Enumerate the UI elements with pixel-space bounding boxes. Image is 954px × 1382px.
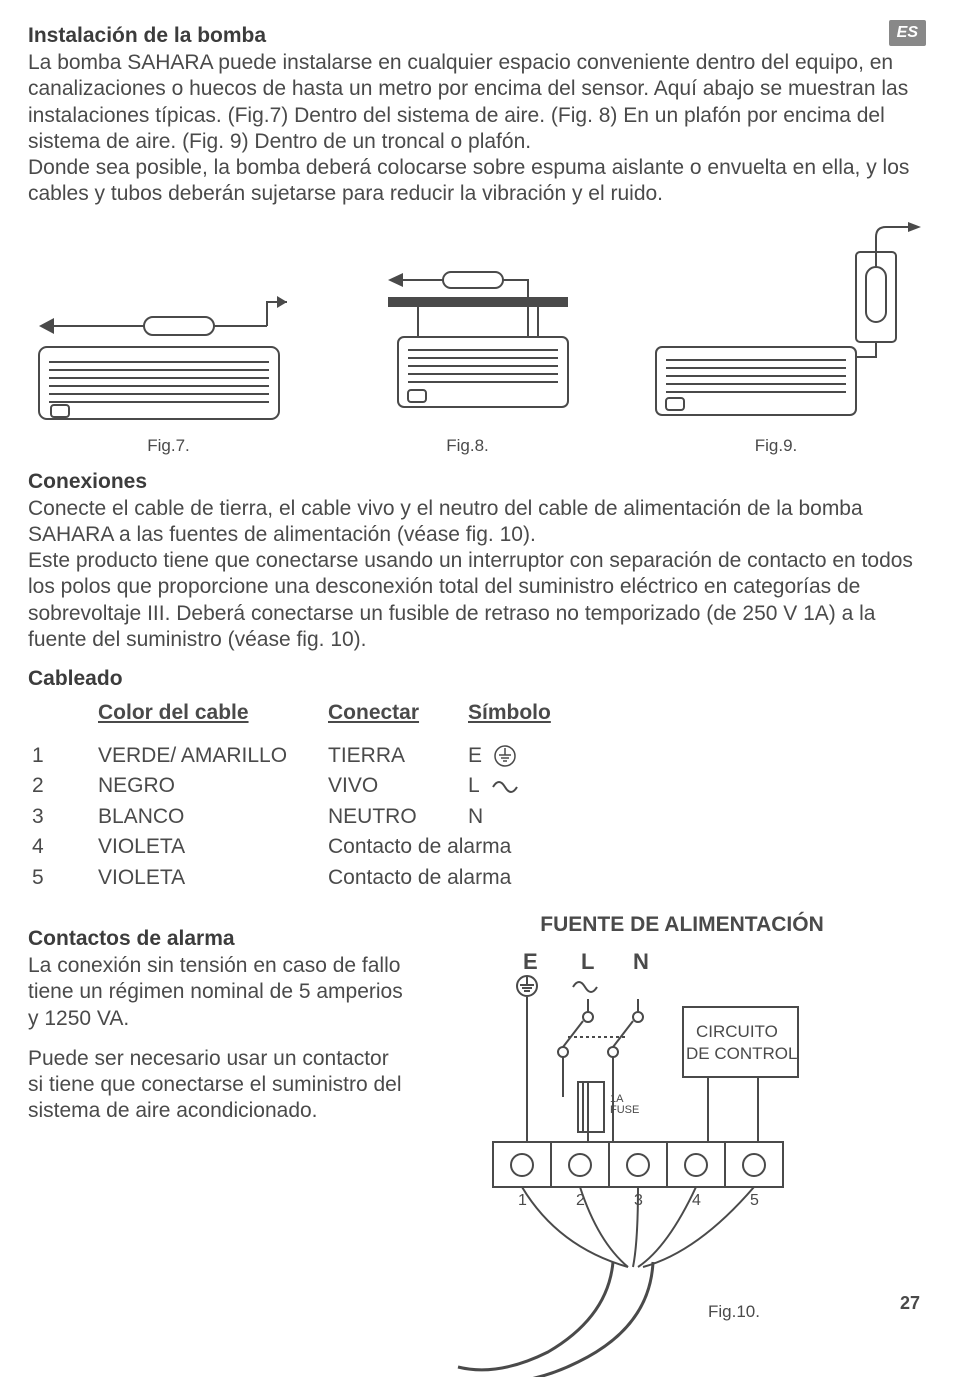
svg-text:2: 2 xyxy=(576,1192,585,1209)
section-connections-title: Conexiones xyxy=(28,470,926,494)
page-number: 27 xyxy=(900,1293,920,1314)
col-symbol: Símbolo xyxy=(468,701,926,725)
svg-text:Fig.10.: Fig.10. xyxy=(708,1302,760,1321)
wiring-row: 2 NEGRO VIVO L xyxy=(28,771,926,801)
svg-text:N: N xyxy=(633,949,649,974)
svg-text:FUSE: FUSE xyxy=(610,1104,639,1116)
section-connections-para1: Conecte el cable de tierra, el cable viv… xyxy=(28,496,926,549)
section-alarm-title: Contactos de alarma xyxy=(28,927,408,951)
section-install-para2: Donde sea posible, la bomba deberá coloc… xyxy=(28,155,926,208)
svg-text:5: 5 xyxy=(750,1192,759,1209)
fig8: Fig.8. xyxy=(327,242,608,456)
svg-text:E: E xyxy=(523,949,538,974)
svg-text:L: L xyxy=(581,949,594,974)
language-badge: ES xyxy=(889,20,926,46)
wiring-row: 3 BLANCO NEUTRO N xyxy=(28,802,926,832)
alarm-para2: Puede ser necesario usar un contactor si… xyxy=(28,1046,408,1125)
svg-text:DE CONTROL: DE CONTROL xyxy=(686,1044,797,1063)
section-wiring-title: Cableado xyxy=(28,667,926,691)
alarm-para1: La conexión sin tensión en caso de fallo… xyxy=(28,953,408,1032)
fig7: Fig.7. xyxy=(28,262,309,456)
fig7-caption: Fig.7. xyxy=(28,436,309,456)
figures-row: Fig.7. Fig.8. xyxy=(28,222,926,456)
wiring-table: Color del cable Conectar Símbolo 1 VERDE… xyxy=(28,701,926,893)
wiring-row: 4 VIOLETA Contacto de alarma xyxy=(28,832,926,862)
svg-text:CIRCUITO: CIRCUITO xyxy=(696,1022,778,1041)
wiring-row: 5 VIOLETA Contacto de alarma xyxy=(28,863,926,893)
earth-icon xyxy=(494,745,516,767)
power-supply-label: FUENTE DE ALIMENTACIÓN xyxy=(438,913,926,937)
section-connections-para2: Este producto tiene que conectarse usand… xyxy=(28,548,926,653)
section-install-para1: La bomba SAHARA puede instalarse en cual… xyxy=(28,50,926,155)
fig10-diagram: E L N xyxy=(438,947,848,1377)
section-install-title: Instalación de la bomba xyxy=(28,24,926,48)
col-connect: Conectar xyxy=(328,701,468,725)
fig9-caption: Fig.9. xyxy=(626,436,926,456)
col-cable-color: Color del cable xyxy=(98,701,328,725)
fig8-caption: Fig.8. xyxy=(327,436,608,456)
sine-icon xyxy=(492,779,518,795)
wiring-row: 1 VERDE/ AMARILLO TIERRA E xyxy=(28,741,926,771)
fig9: Fig.9. xyxy=(626,222,926,456)
